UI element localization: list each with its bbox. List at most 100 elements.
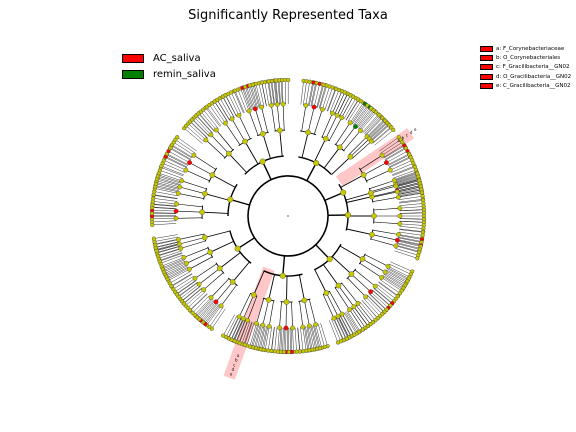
branch-line <box>169 148 191 161</box>
taxon-node <box>335 340 341 345</box>
branch-line <box>252 84 260 108</box>
branch-line <box>364 117 382 135</box>
taxon-node <box>259 158 266 165</box>
branch-line <box>203 109 219 129</box>
branch-line <box>333 318 344 341</box>
taxon-node <box>181 254 187 260</box>
branch-line <box>396 242 421 249</box>
branch-line <box>329 89 340 113</box>
branch-line <box>238 293 251 317</box>
branch-line <box>325 115 338 139</box>
branch-line <box>157 176 181 184</box>
branch-line <box>315 324 322 348</box>
taxon-node <box>283 299 290 305</box>
branch-line <box>388 156 411 168</box>
branch-line <box>358 110 374 130</box>
branch-line <box>355 107 370 127</box>
branch-line <box>356 108 372 128</box>
branch-line <box>370 238 396 247</box>
branch-line <box>209 104 224 125</box>
branch-line <box>176 280 197 295</box>
branch-line <box>298 274 305 301</box>
branch-line <box>262 133 271 159</box>
branch-line <box>372 126 391 143</box>
branch-line <box>313 138 327 163</box>
branch-line <box>186 125 205 142</box>
branch-line <box>151 218 177 219</box>
taxa-key-label: e: C_Gracilibacteria__GN02 <box>496 82 571 89</box>
branch-line <box>366 119 385 137</box>
branch-line <box>211 103 226 124</box>
branch-line <box>395 179 420 187</box>
branch-line <box>206 106 222 127</box>
branch-line <box>307 107 315 133</box>
branch-line <box>383 274 405 287</box>
branch-line <box>387 267 409 279</box>
clade-letter: d <box>410 130 413 135</box>
taxon-node <box>177 184 183 190</box>
branch-line <box>204 304 220 324</box>
branch-line <box>179 186 205 194</box>
branch-line <box>384 147 406 160</box>
branch-line <box>166 265 188 277</box>
branch-line <box>168 269 190 281</box>
branch-line <box>179 284 200 299</box>
branch-line <box>187 291 206 308</box>
branch-line <box>351 308 366 329</box>
branch-line <box>385 270 407 283</box>
branch-line <box>176 203 203 208</box>
branch-line <box>297 327 301 352</box>
branch-line <box>311 325 318 349</box>
branch-line <box>257 325 263 349</box>
branch-line <box>219 252 241 269</box>
taxon-node <box>368 289 373 295</box>
branch-line <box>345 99 359 121</box>
branch-line <box>244 141 259 165</box>
branch-line <box>322 294 335 319</box>
branch-line <box>231 317 242 340</box>
branch-line <box>386 268 409 280</box>
branch-line <box>398 235 423 240</box>
branch-line <box>309 82 314 107</box>
branch-line <box>156 243 180 251</box>
taxa-key-label: b: O_Corynebacteriales <box>496 54 561 61</box>
branch-line <box>394 174 418 183</box>
branch-line <box>335 122 351 145</box>
branch-line <box>151 213 177 214</box>
legend-swatch-ac-saliva <box>122 53 144 63</box>
branch-line <box>382 275 404 289</box>
branch-line <box>171 273 193 287</box>
branch-line <box>155 241 180 248</box>
branch-line <box>222 96 235 118</box>
branch-line <box>365 117 383 136</box>
taxon-node <box>266 323 272 329</box>
taxon-node <box>339 311 345 317</box>
branch-line <box>152 207 177 210</box>
taxon-node <box>213 299 219 305</box>
branch-line <box>255 108 264 134</box>
branch-line <box>397 236 422 242</box>
branch-line <box>373 287 393 304</box>
branch-line <box>399 209 424 211</box>
branch-line <box>188 123 207 141</box>
branch-line <box>344 312 357 334</box>
branch-line <box>258 325 265 349</box>
branch-line <box>346 196 372 203</box>
branch-line <box>162 259 185 270</box>
branch-line <box>390 160 413 171</box>
branch-line <box>201 302 218 322</box>
branch-line <box>378 282 398 297</box>
branch-line <box>193 155 216 170</box>
taxon-node <box>323 290 330 296</box>
branch-line <box>399 228 424 232</box>
clade-highlight-band <box>336 128 415 187</box>
branch-line <box>357 109 373 129</box>
branch-line <box>371 190 398 197</box>
branch-line <box>237 237 255 250</box>
branch-line <box>234 90 245 113</box>
branch-line <box>399 209 424 212</box>
branch-line <box>244 322 253 345</box>
branch-line <box>399 203 424 206</box>
branch-line <box>155 241 180 248</box>
